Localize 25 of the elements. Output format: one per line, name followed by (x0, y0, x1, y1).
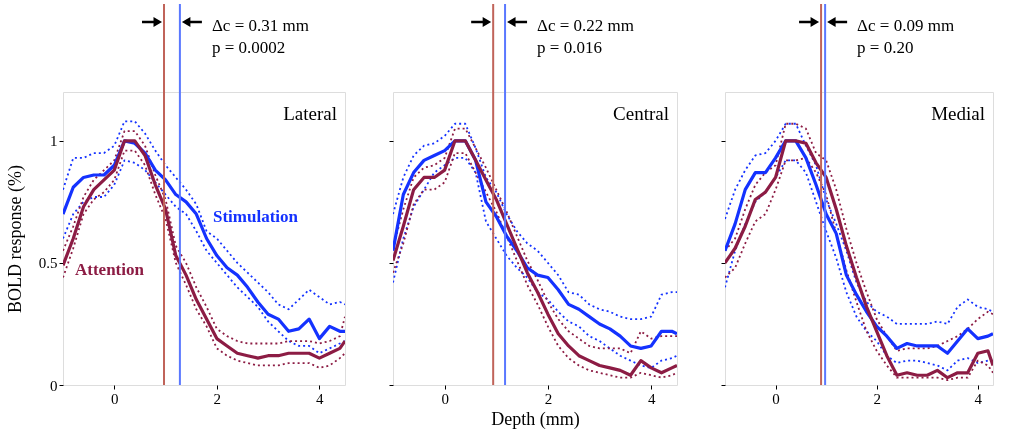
text: Medial (931, 103, 985, 124)
x-tick-label: 0 (111, 390, 119, 407)
x-tick-label: 0 (772, 390, 780, 407)
text: Δc = 0.09 mm (857, 16, 955, 35)
text: Central (613, 103, 669, 124)
text: Δc = 0.31 mm (211, 16, 309, 35)
text: Δc = 0.22 mm (537, 16, 635, 35)
x-axis-title: Depth (mm) (491, 408, 580, 430)
text: p = 0.20 (857, 38, 914, 57)
x-tick-label: 2 (544, 390, 553, 407)
y-axis-title: BOLD response (%) (4, 165, 26, 313)
text: p = 0.0002 (211, 38, 286, 57)
series-label: Attention (75, 260, 145, 279)
x-tick-label: 2 (213, 390, 222, 407)
text: Lateral (283, 103, 337, 124)
y-tick-label: 1 (50, 133, 58, 150)
x-tick-label: 0 (441, 390, 449, 407)
x-tick-label: 4 (647, 390, 656, 407)
y-tick-label: 0 (50, 377, 58, 394)
series-label: Stimulation (213, 207, 299, 226)
x-tick-label: 4 (974, 390, 983, 407)
text: p = 0.016 (537, 38, 602, 57)
y-tick-label: 0.5 (38, 255, 58, 272)
x-tick-label: 2 (873, 390, 881, 407)
x-tick-label: 4 (316, 390, 325, 407)
